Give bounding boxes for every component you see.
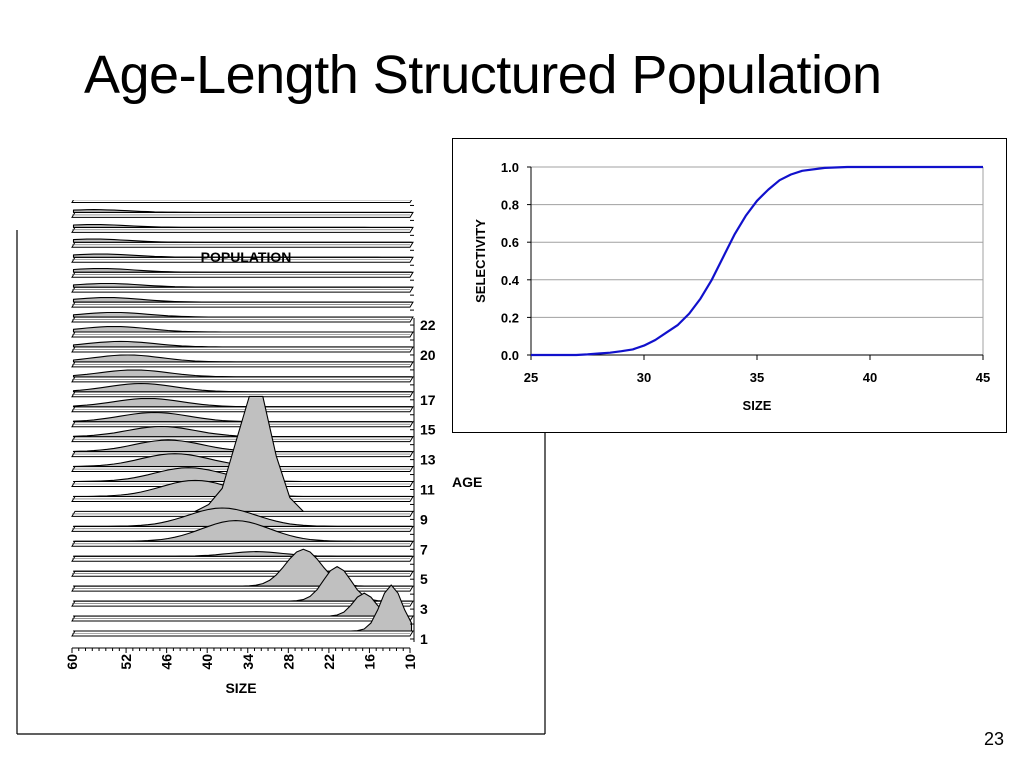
age-tick-label: 3 xyxy=(420,601,428,617)
cohort-age-24 xyxy=(71,282,414,293)
age-tick-label: 11 xyxy=(420,482,435,498)
size-tick-label: 22 xyxy=(321,654,337,670)
size-tick-label: 52 xyxy=(118,654,134,670)
cohort-curve-age-29 xyxy=(72,209,413,213)
cohort-age-15 xyxy=(71,411,414,428)
selectivity-axes: 0.0 0.2 0.4 0.6 0.8 1.0 25 30 35 40 45 SIZE SELECTIV… xyxy=(473,160,990,413)
selectivity-x-tick-label: 45 xyxy=(976,370,990,385)
selectivity-y-axis-label: SELECTIVITY xyxy=(473,219,488,303)
cohort-curve-age-23 xyxy=(72,296,413,303)
selectivity-x-tick-label: 40 xyxy=(863,370,877,385)
cohort-age-16 xyxy=(71,397,414,413)
cohort-curve-age-21 xyxy=(72,325,413,333)
cohort-curve-age-22 xyxy=(72,311,413,318)
age-tick-label: 20 xyxy=(420,347,436,363)
age-axis-label: AGE xyxy=(452,474,482,490)
age-tick-label: 17 xyxy=(420,392,436,408)
cohort-age-1 xyxy=(71,584,414,637)
selectivity-y-tick-label: 0.0 xyxy=(501,348,519,363)
cohort-curve-age-16 xyxy=(72,397,413,408)
age-tick-label: 22 xyxy=(420,317,436,333)
cohort-curve-age-19 xyxy=(72,354,413,363)
cohort-curve-age-3 xyxy=(72,566,413,602)
age-tick-label: 13 xyxy=(420,452,436,468)
selectivity-y-tick-label: 0.8 xyxy=(501,198,519,213)
cohort-age-22 xyxy=(71,311,414,323)
cohort-age-18 xyxy=(71,369,414,383)
size-tick-label: 60 xyxy=(64,654,80,670)
cohort-curve-age-1 xyxy=(72,584,413,632)
size-tick-label: 28 xyxy=(280,654,296,670)
cohort-age-29 xyxy=(71,209,414,218)
cohort-curve-age-20 xyxy=(72,340,413,348)
cohort-curve-age-15 xyxy=(72,411,413,423)
cohort-age-17 xyxy=(71,382,414,398)
cohort-curve-age-6 xyxy=(72,551,413,557)
cohort-curve-age-8 xyxy=(72,507,413,527)
selectivity-frame xyxy=(452,138,1007,433)
slide-title: Age-Length Structured Population xyxy=(84,45,882,105)
selectivity-x-tick-label: 35 xyxy=(750,370,764,385)
selectivity-curve-group xyxy=(531,165,983,357)
cohort-curve-age-28 xyxy=(72,224,413,228)
selectivity-x-tick-label: 25 xyxy=(524,370,538,385)
cohort-curve-age-7 xyxy=(72,520,413,542)
cohort-age-5 xyxy=(71,570,414,577)
cohort-age-25 xyxy=(71,267,414,278)
cohort-age-7 xyxy=(71,520,414,547)
cohort-age-2 xyxy=(71,592,414,622)
age-tick-label: 9 xyxy=(420,511,428,527)
cohort-age-23 xyxy=(71,296,414,308)
size-axis-label: SIZE xyxy=(225,680,256,696)
cohort-curve-age-24 xyxy=(72,282,413,288)
selectivity-x-axis-label: SIZE xyxy=(743,398,772,413)
cohort-age-20 xyxy=(71,340,414,353)
cohort-curve-age-27 xyxy=(72,238,413,243)
population-title: POPULATION xyxy=(201,249,292,265)
cohort-curve-age-18 xyxy=(72,369,413,378)
age-tick-label: 5 xyxy=(420,571,428,587)
cohort-age-21 xyxy=(71,325,414,338)
cohort-curve-age-9 xyxy=(194,395,304,512)
age-tick-label: 7 xyxy=(420,541,428,557)
cohort-curve-age-26 xyxy=(72,253,413,258)
cohort-age-27 xyxy=(71,238,414,248)
cohort-age-30 xyxy=(71,200,413,203)
cohort-slab-age-30 xyxy=(71,200,413,203)
size-tick-label: 34 xyxy=(240,654,256,670)
cohort-age-6 xyxy=(71,551,414,562)
cohort-curve-age-25 xyxy=(72,267,413,273)
selectivity-y-tick-label: 0.4 xyxy=(501,273,520,288)
slide-number: 23 xyxy=(983,729,1004,749)
size-tick-label: 40 xyxy=(199,654,215,670)
cohort-age-26 xyxy=(71,253,414,263)
age-tick-label: 1 xyxy=(420,631,428,647)
selectivity-y-tick-label: 0.2 xyxy=(501,310,519,325)
population-layers xyxy=(71,200,414,637)
size-tick-label: 16 xyxy=(361,654,377,670)
selectivity-x-tick-label: 30 xyxy=(637,370,651,385)
selectivity-curve xyxy=(531,165,983,357)
cohort-age-19 xyxy=(71,354,414,368)
size-tick-label: 10 xyxy=(402,654,418,670)
selectivity-y-tick-label: 1.0 xyxy=(501,160,519,175)
size-tick-label: 46 xyxy=(159,654,175,670)
cohort-age-28 xyxy=(71,224,414,233)
selectivity-chart: 0.0 0.2 0.4 0.6 0.8 1.0 25 30 35 40 45 SIZE SELECTIV… xyxy=(452,138,1007,433)
age-tick-label: 15 xyxy=(420,422,436,438)
selectivity-y-tick-label: 0.6 xyxy=(501,235,519,250)
cohort-curve-age-17 xyxy=(72,382,413,393)
